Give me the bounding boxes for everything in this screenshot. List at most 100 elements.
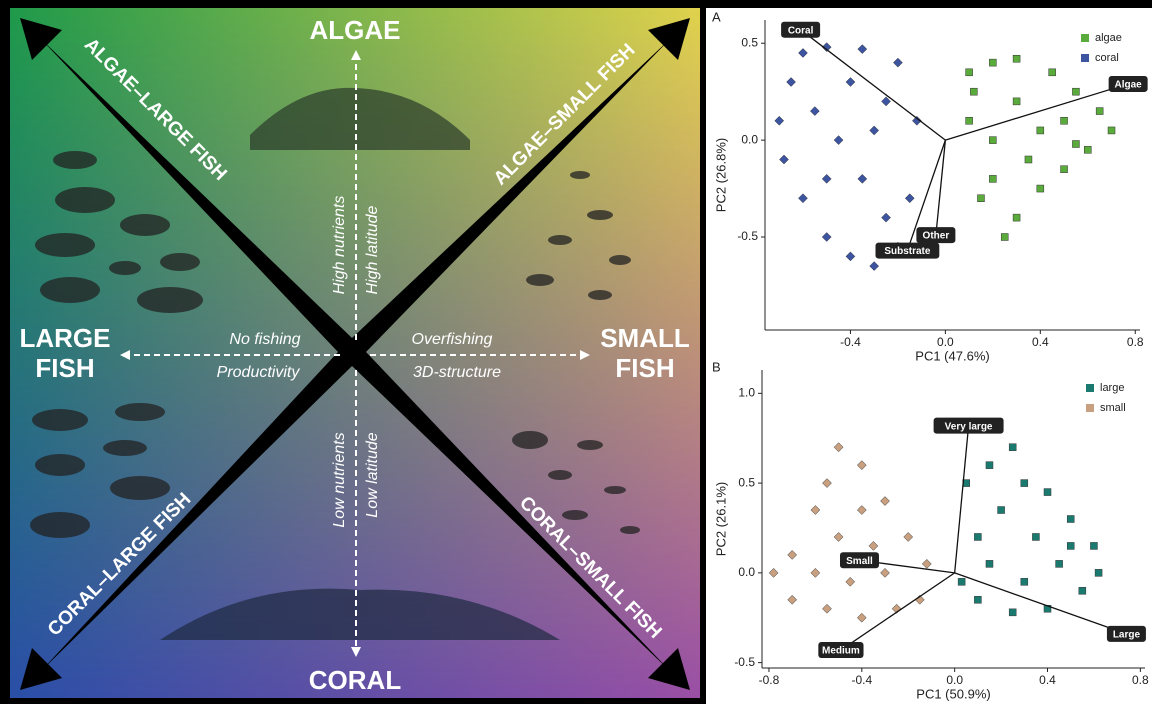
point — [787, 594, 798, 605]
point — [869, 261, 880, 271]
point — [974, 533, 982, 541]
point — [1072, 140, 1080, 148]
point — [810, 505, 821, 515]
x-tick-label: 0.8 — [1127, 335, 1144, 349]
loading-box — [1108, 75, 1148, 92]
loading-box — [839, 552, 879, 569]
dashed-axes — [120, 50, 590, 657]
point — [1008, 443, 1017, 451]
loading-line — [800, 29, 946, 141]
point — [1066, 515, 1075, 523]
point — [997, 506, 1005, 514]
x-axes — [20, 18, 690, 690]
legend-swatch — [1086, 384, 1094, 392]
axis-note: Low latitude — [364, 432, 381, 517]
y-tick-label: 0.0 — [741, 132, 758, 146]
point — [1043, 488, 1052, 496]
x-tick-label: -0.4 — [840, 335, 861, 349]
bottom-label: CORAL — [309, 665, 402, 695]
point — [1107, 126, 1116, 135]
y-tick-label: 0.5 — [738, 475, 755, 489]
axis-note: Overfishing — [412, 331, 493, 348]
y-tick-label: -0.5 — [737, 229, 758, 243]
y-tick-label: 1.0 — [738, 386, 755, 400]
loading-box — [1106, 625, 1146, 642]
point — [856, 505, 867, 515]
loading-box — [916, 227, 956, 244]
x-tick-label: -0.4 — [851, 673, 872, 687]
point — [845, 576, 856, 587]
point — [903, 532, 914, 542]
point — [833, 532, 844, 542]
y-tick-label: -0.5 — [734, 655, 755, 669]
point — [774, 115, 785, 126]
point — [921, 559, 932, 569]
point — [893, 57, 903, 68]
point — [1012, 97, 1021, 106]
point — [845, 77, 856, 87]
point — [868, 541, 879, 551]
point — [768, 568, 779, 578]
point — [881, 96, 891, 107]
legend-swatch — [1086, 404, 1094, 412]
point — [810, 568, 821, 578]
point — [1060, 165, 1068, 173]
point — [957, 578, 966, 586]
point — [822, 478, 832, 488]
point — [1072, 87, 1080, 96]
legend-label: large — [1100, 382, 1124, 394]
loading-box — [875, 242, 940, 259]
right-label: SMALL — [600, 323, 690, 353]
left-label: LARGE — [20, 323, 111, 353]
point — [1060, 117, 1068, 125]
point — [1095, 107, 1104, 115]
point — [822, 603, 832, 614]
x-axis-label: PC1 (47.6%) — [915, 348, 989, 363]
loading-label: Small — [846, 556, 873, 567]
axis-note: 3D-structure — [413, 364, 501, 381]
point — [809, 106, 820, 116]
point — [880, 568, 890, 578]
plots: -0.4 0.0 0.4 0.8 0.5 0.0 -0.5 PC1 (47.6%) PC2 (2… — [712, 9, 1149, 701]
point — [821, 232, 832, 242]
loading-line — [954, 425, 970, 573]
loading-line — [840, 572, 956, 651]
point — [1020, 479, 1029, 487]
loading-label: Substrate — [884, 246, 931, 257]
point — [821, 42, 832, 52]
loading-label: Algae — [1115, 80, 1143, 91]
point — [881, 212, 891, 223]
axis-note: Low nutrients — [331, 432, 348, 527]
panel-label: A — [712, 9, 721, 24]
x-axis-label: PC1 (50.9%) — [916, 686, 990, 701]
loading-label: Other — [923, 231, 950, 242]
point — [1012, 213, 1021, 222]
axis-note: Productivity — [217, 364, 301, 381]
point — [821, 174, 832, 184]
point — [1055, 560, 1063, 568]
point — [1036, 126, 1045, 135]
point — [798, 48, 808, 58]
point — [779, 154, 789, 165]
point — [985, 461, 994, 469]
left-label: FISH — [35, 353, 94, 383]
point — [970, 87, 978, 96]
point — [912, 115, 922, 126]
point — [1020, 578, 1029, 586]
point — [1094, 569, 1103, 577]
point — [989, 175, 997, 183]
right-label: FISH — [615, 353, 674, 383]
point — [856, 612, 867, 623]
point — [1012, 55, 1021, 63]
loading-line — [935, 140, 947, 236]
legend-label: small — [1100, 402, 1126, 414]
point — [857, 174, 868, 184]
panel-label: B — [712, 359, 721, 374]
point — [1032, 533, 1040, 541]
loading-line — [954, 572, 1127, 635]
point — [974, 596, 982, 604]
loading-label: Very large — [945, 421, 993, 432]
y-axis-label: PC2 (26.8%) — [713, 138, 728, 212]
